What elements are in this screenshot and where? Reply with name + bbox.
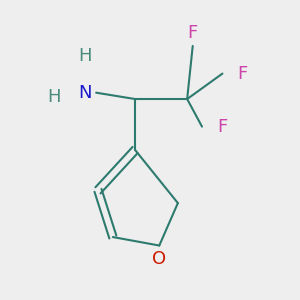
Text: N: N bbox=[78, 84, 92, 102]
Text: O: O bbox=[152, 250, 166, 268]
Text: F: F bbox=[237, 64, 248, 82]
Text: F: F bbox=[188, 24, 198, 42]
Text: H: H bbox=[47, 88, 61, 106]
Text: H: H bbox=[78, 47, 92, 65]
Text: F: F bbox=[217, 118, 227, 136]
